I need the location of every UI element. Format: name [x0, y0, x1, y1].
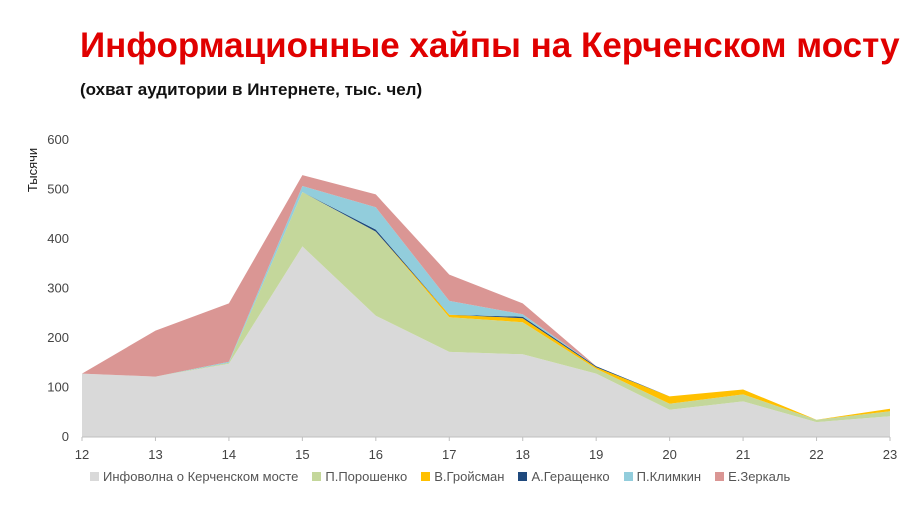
legend-item-2: В.Гройсман — [421, 469, 504, 484]
legend-label: Е.Зеркаль — [728, 469, 791, 484]
legend-swatch — [421, 472, 431, 481]
legend-label: П.Порошенко — [325, 469, 408, 484]
y-tick-label: 200 — [47, 330, 69, 345]
legend-item-0: Инфоволна о Керченском мосте — [90, 469, 298, 484]
x-axis-ticks: 12 13 14 15 16 17 18 19 20 21 22 23 — [75, 437, 897, 462]
legend-swatch — [518, 472, 528, 481]
y-axis-label: Тысячи — [25, 148, 40, 192]
page-subtitle: (охват аудитории в Интернете, тыс. чел) — [80, 80, 423, 99]
x-tick-label: 12 — [75, 447, 89, 462]
x-tick-label: 18 — [515, 447, 529, 462]
series-area-0 — [82, 246, 890, 437]
y-tick-label: 400 — [47, 231, 69, 246]
legend-item-4: П.Климкин — [623, 469, 702, 484]
series-area-5 — [82, 175, 890, 420]
legend-swatch — [715, 472, 725, 481]
series-areas — [82, 175, 890, 437]
legend-item-3: А.Геращенко — [518, 469, 610, 484]
x-tick-label: 22 — [809, 447, 823, 462]
x-tick-label: 13 — [148, 447, 162, 462]
legend-item-5: Е.Зеркаль — [715, 469, 790, 484]
x-tick-label: 14 — [222, 447, 236, 462]
x-tick-label: 23 — [883, 447, 897, 462]
y-tick-label: 0 — [62, 429, 69, 444]
x-tick-label: 19 — [589, 447, 603, 462]
legend-swatch — [90, 472, 99, 481]
x-tick-label: 20 — [662, 447, 676, 462]
y-axis-ticks: 0 100 200 300 400 500 600 — [47, 132, 69, 444]
x-tick-label: 15 — [295, 447, 309, 462]
legend-label: Инфоволна о Керченском мосте — [103, 469, 299, 484]
legend-swatch — [312, 472, 322, 481]
legend-label: П.Климкин — [636, 469, 702, 484]
legend-item-1: П.Порошенко — [312, 469, 407, 484]
y-tick-label: 600 — [47, 132, 69, 147]
chart-legend: Инфоволна о Керченском мосте П.Порошенко В… — [90, 469, 790, 484]
legend-swatch — [623, 472, 633, 481]
x-tick-label: 21 — [736, 447, 750, 462]
y-tick-label: 500 — [47, 182, 69, 197]
x-tick-label: 17 — [442, 447, 456, 462]
page-title: Информационные хайпы на Керченском мосту — [80, 26, 900, 65]
series-area-1 — [82, 192, 890, 423]
x-tick-label: 16 — [369, 447, 383, 462]
legend-label: В.Гройсман — [434, 469, 505, 484]
y-tick-label: 100 — [47, 380, 69, 395]
y-tick-label: 300 — [47, 281, 69, 296]
legend-label: А.Геращенко — [531, 469, 610, 484]
